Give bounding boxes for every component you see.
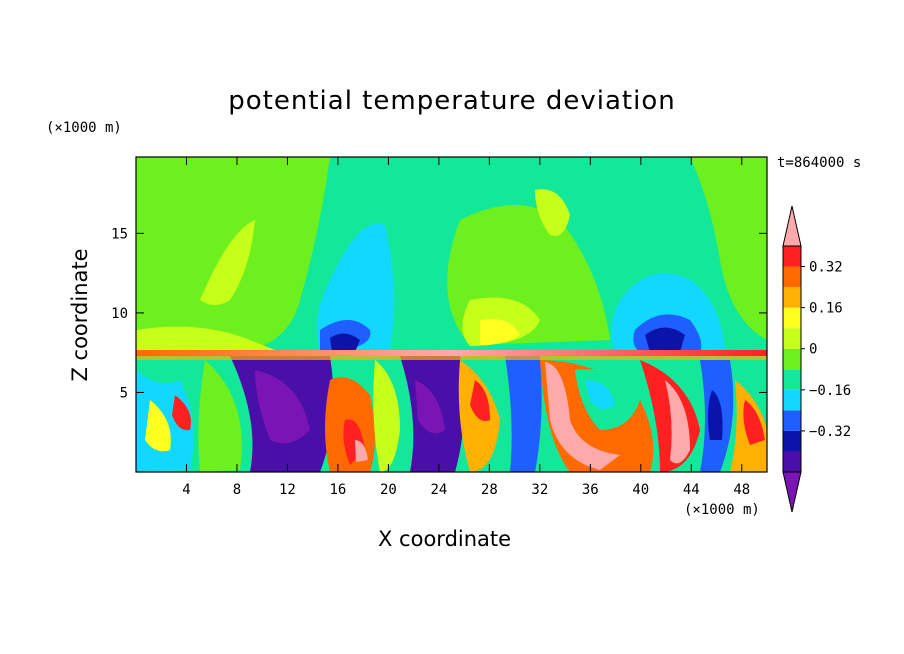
- colorbar-max-arrow: [782, 205, 802, 247]
- lower-purple-a-core: [255, 370, 310, 444]
- lower-yellow-a: [373, 360, 400, 472]
- x-tick-label: 24: [430, 482, 447, 498]
- time-label: t=864000 s: [777, 155, 862, 171]
- colorbar-swatch: [783, 348, 801, 370]
- lower-left-green: [198, 360, 242, 472]
- x-axis-label: X coordinate: [378, 527, 512, 551]
- x-tick-label: 36: [582, 482, 599, 498]
- colorbar-tick-label: 0: [809, 342, 817, 358]
- colorbar-swatch: [783, 287, 801, 308]
- inversion-band: [136, 350, 767, 356]
- colorbar-swatch: [783, 389, 801, 411]
- colorbar: 0.32 0.16 0 −0.16 −0.32: [782, 205, 851, 513]
- colorbar-swatch: [783, 266, 801, 288]
- colorbar-swatch: [783, 410, 801, 431]
- lower-pink-c: [545, 362, 620, 470]
- lower-pink-d: [665, 380, 690, 464]
- lower-purple-b-core: [415, 380, 445, 434]
- lower-cyan-c: [585, 380, 615, 409]
- colorbar-swatch: [783, 369, 801, 390]
- upper-navy-left: [330, 333, 360, 352]
- lower-blue-c: [505, 356, 542, 472]
- y-tick-label: 10: [111, 306, 128, 322]
- band-lower-edge: [136, 356, 767, 360]
- colorbar-swatch: [783, 451, 801, 472]
- colorbar-swatch: [783, 430, 801, 452]
- lower-red-b: [470, 380, 490, 421]
- x-tick-label: 20: [380, 482, 397, 498]
- colorbar-tick-label: 0.16: [809, 301, 843, 317]
- upper-left-blob: [200, 220, 255, 305]
- x-tick-label: 48: [733, 482, 750, 498]
- x-tick-label: 44: [683, 482, 700, 498]
- colorbar-tick-label: −0.16: [809, 383, 851, 399]
- x-tick-label: 4: [182, 482, 190, 498]
- colorbar-swatch: [783, 246, 801, 267]
- y-tick-label: 15: [111, 226, 128, 242]
- lower-pink-a: [355, 440, 368, 462]
- x-tick-label: 16: [329, 482, 346, 498]
- upper-cyan-left: [316, 223, 394, 350]
- upper-mid-yellow-core: [480, 319, 520, 345]
- plot-frame: [135, 156, 768, 473]
- x-tick-label: 8: [233, 482, 241, 498]
- x-ticks: 4 8 12 16 20 24 28 32 36 40 44 48: [182, 157, 750, 498]
- lower-navy-d: [707, 390, 723, 440]
- x-axis-unit: (×1000 m): [684, 502, 760, 518]
- x-tick-label: 40: [632, 482, 649, 498]
- lower-left-red: [172, 395, 191, 431]
- colorbar-swatch: [783, 307, 801, 329]
- y-ticks: 5 10 15: [111, 226, 767, 401]
- lower-red-e: [743, 400, 765, 445]
- x-tick-label: 28: [481, 482, 498, 498]
- colorbar-swatch: [783, 328, 801, 349]
- upper-left-low-region: [136, 326, 280, 352]
- chart-title: potential temperature deviation: [228, 86, 676, 116]
- upper-navy-right: [645, 327, 685, 352]
- colorbar-frame: [782, 245, 802, 473]
- upper-mid-green-blob: [535, 189, 570, 236]
- colorbar-tick-label: 0.32: [809, 260, 843, 276]
- colorbar-tick-label: −0.32: [809, 424, 851, 440]
- y-tick-label: 5: [120, 385, 128, 401]
- upper-right-region: [690, 157, 767, 340]
- lower-left-yellow: [145, 400, 171, 452]
- contour-field: [136, 157, 767, 472]
- colorbar-min-arrow: [782, 471, 802, 513]
- x-tick-label: 32: [531, 482, 548, 498]
- x-tick-label: 12: [279, 482, 296, 498]
- y-axis-unit: (×1000 m): [46, 120, 122, 136]
